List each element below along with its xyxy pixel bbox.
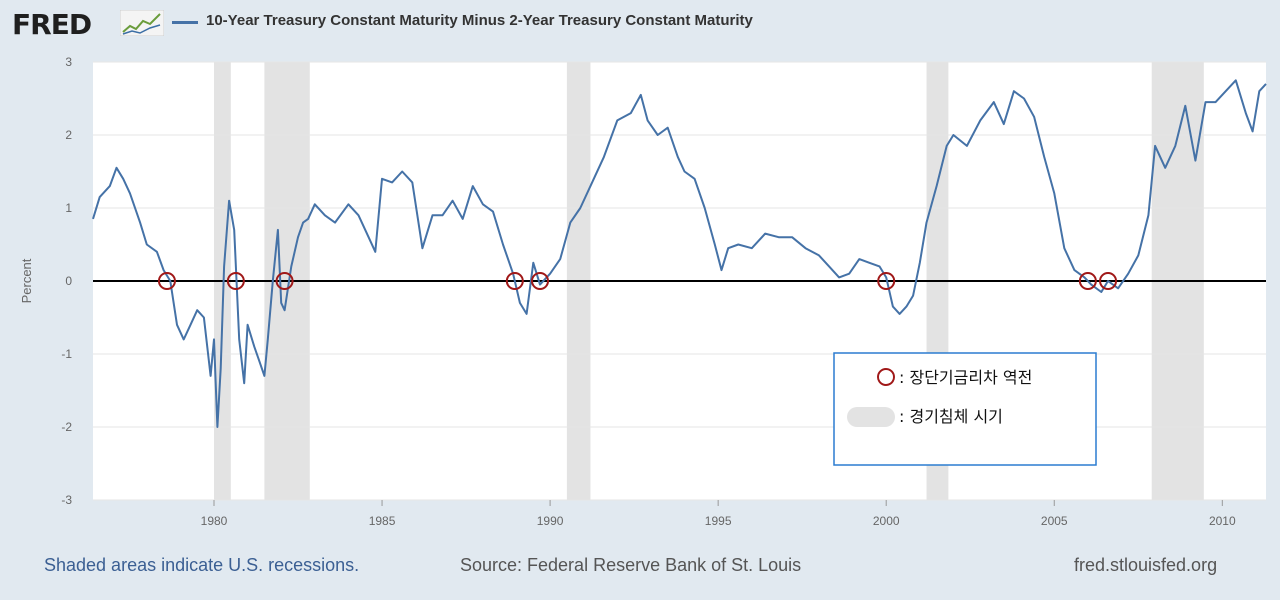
x-tick-label: 1995 (705, 514, 732, 528)
fred-logo[interactable]: FRED (12, 8, 92, 41)
inversion-marker-0 (157, 272, 176, 290)
inversion-marker-3 (505, 272, 524, 290)
chart-header: FRED 10-Year Treasury Constant Maturity … (12, 6, 1272, 41)
series-legend-swatch (172, 21, 198, 24)
fred-sparkline-icon (120, 10, 164, 36)
legend-recession-label: : 경기침체 시기 (899, 407, 1003, 426)
inversion-marker-5 (877, 272, 896, 290)
y-axis-ticks: 3 2 1 0 -1 -2 -3 (61, 55, 72, 507)
inversion-marker-7 (1099, 272, 1118, 290)
x-tick-label: 1985 (369, 514, 396, 528)
recession-note: Shaded areas indicate U.S. recessions. (44, 555, 360, 575)
inversion-marker-1 (226, 272, 245, 290)
y-tick-label: 3 (65, 55, 72, 69)
series-line (92, 79, 1267, 428)
inversion-marker-6 (1078, 272, 1097, 290)
recession-swatch-icon (847, 407, 895, 427)
y-axis-label: Percent (19, 258, 34, 303)
inversion-markers (157, 272, 1118, 290)
annotation-legend-box: : 장단기금리차 역전 : 경기침체 시기 (833, 352, 1097, 466)
y-tick-label: 1 (65, 201, 72, 215)
legend-inversion-label: : 장단기금리차 역전 (899, 368, 1032, 387)
inversion-marker-4 (531, 272, 550, 290)
x-tick-label: 1980 (201, 514, 228, 528)
site-link[interactable]: fred.stlouisfed.org (1074, 555, 1218, 575)
x-tick-label: 1990 (537, 514, 564, 528)
y-tick-label: 2 (65, 128, 72, 142)
x-axis-ticks: 1980 1985 1990 1995 2000 2005 2010 (201, 500, 1236, 528)
inversion-marker-icon (877, 368, 895, 386)
y-tick-label: -2 (61, 420, 72, 434)
source-text: Source: Federal Reserve Bank of St. Loui… (460, 555, 802, 575)
x-tick-label: 2005 (1041, 514, 1068, 528)
inversion-marker-2 (275, 272, 294, 290)
x-tick-label: 2000 (873, 514, 900, 528)
y-tick-label: -1 (61, 347, 72, 361)
y-tick-label: 0 (65, 274, 72, 288)
chart-title: 10-Year Treasury Constant Maturity Minus… (206, 12, 753, 29)
x-tick-label: 2010 (1209, 514, 1236, 528)
y-tick-label: -3 (61, 493, 72, 507)
